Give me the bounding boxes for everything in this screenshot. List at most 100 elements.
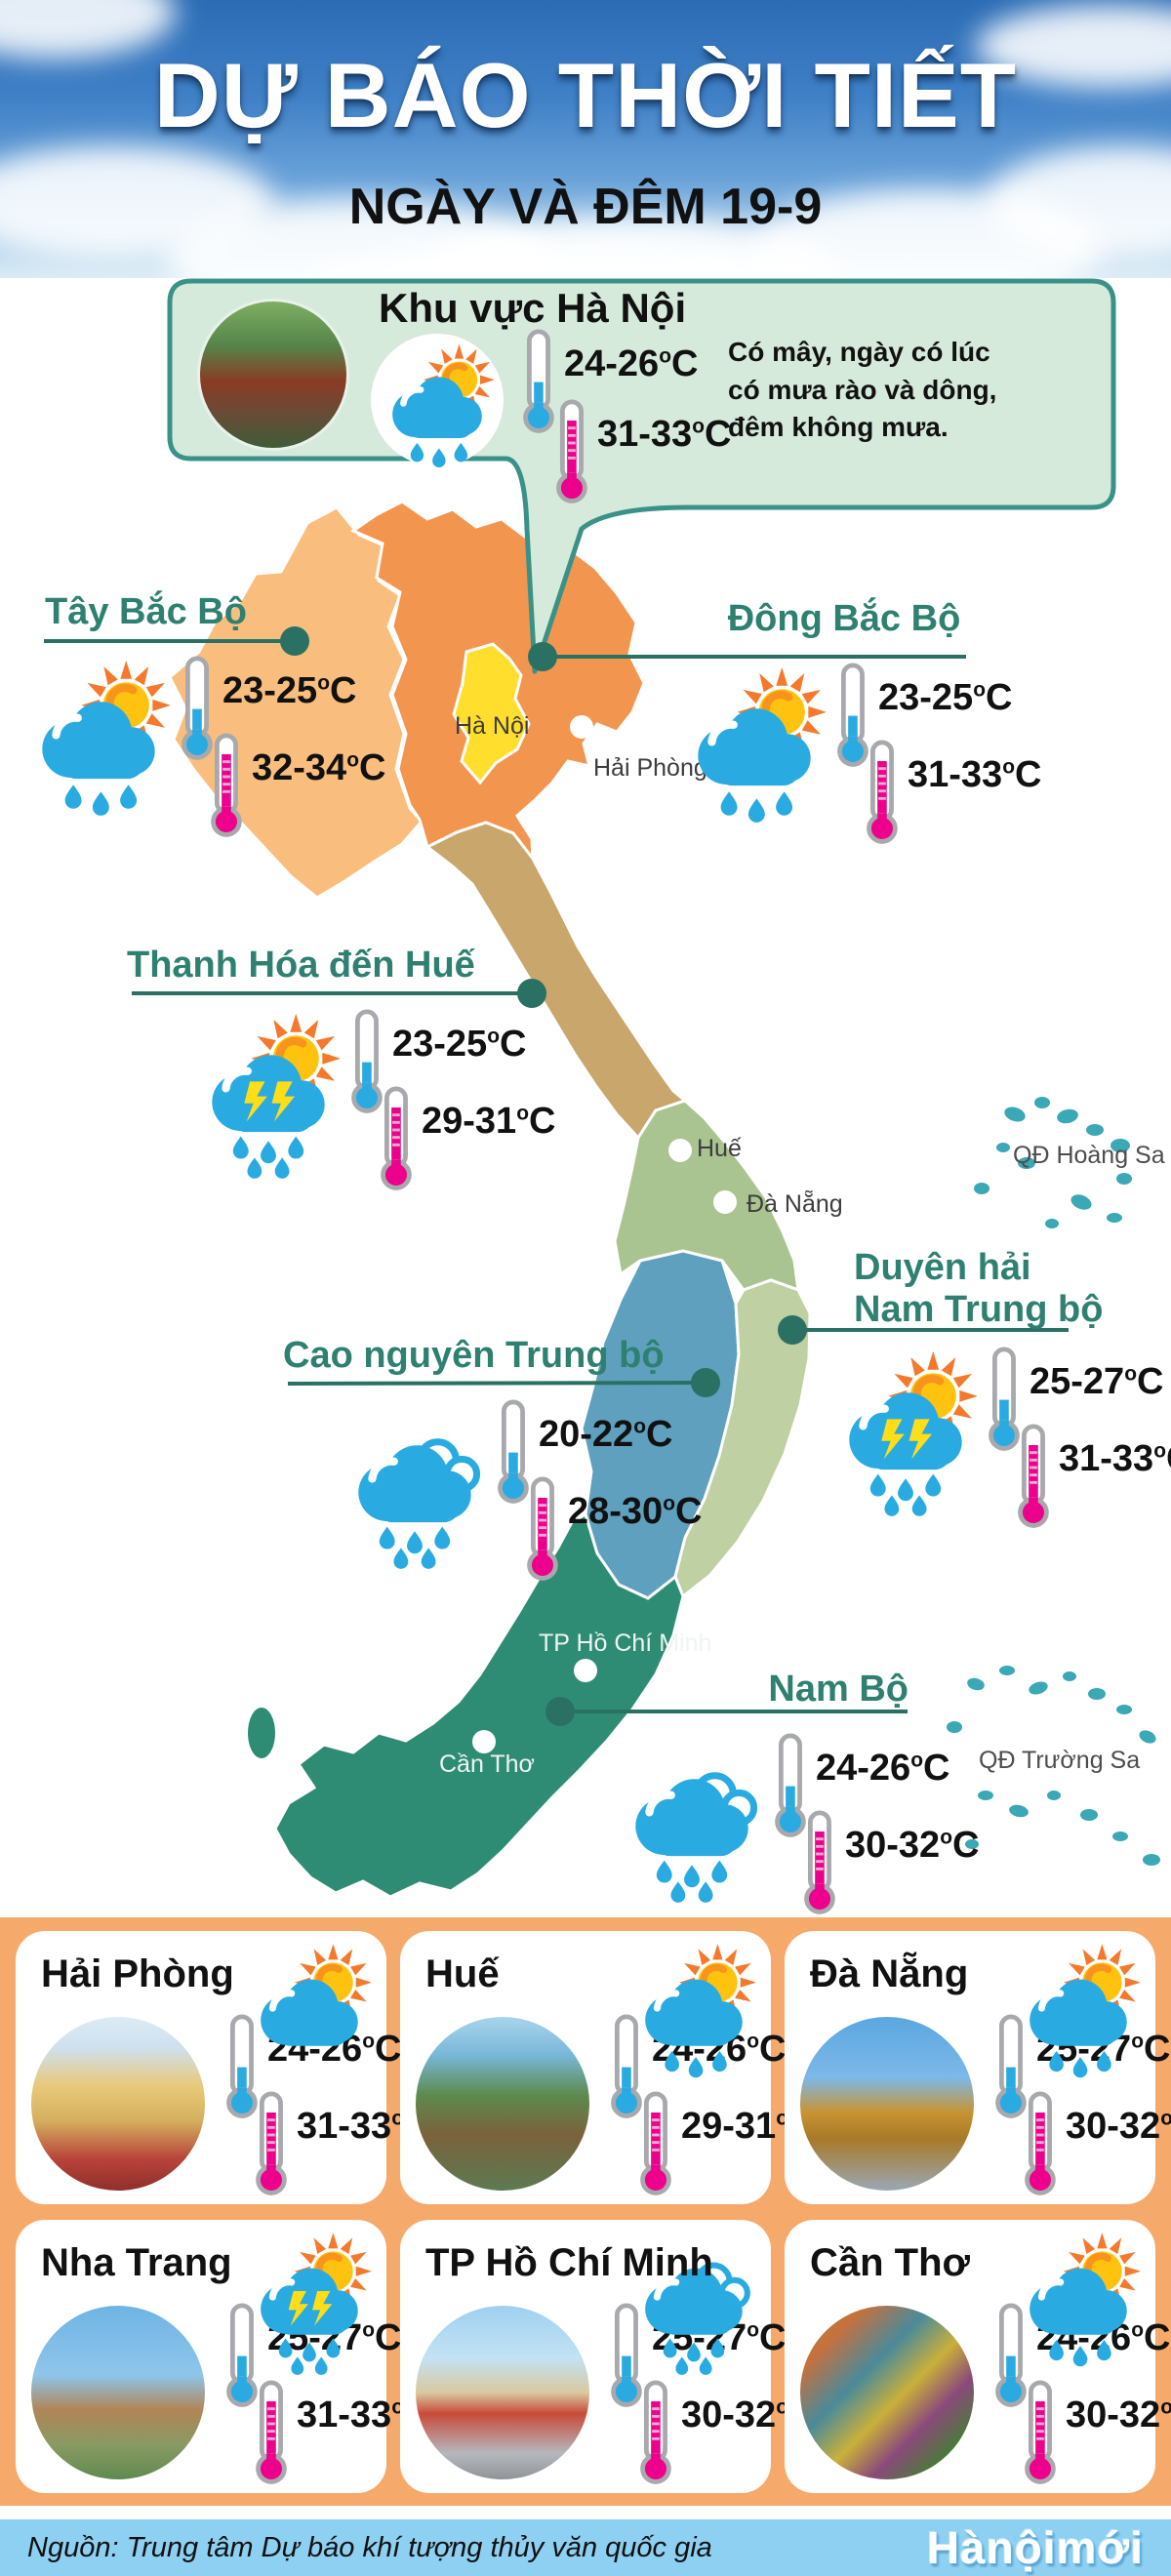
thermometer-day-icon [219, 2302, 263, 2408]
hanoi-callout-title: Khu vực Hà Nội [379, 285, 687, 331]
day-temperature: 25-27oC [1030, 1361, 1164, 1403]
night-temp-row: 31-33oC [1010, 1423, 1171, 1529]
sun-cloud-storm-rain-icon [197, 1008, 340, 1181]
night-temp-row: 31-33oC [859, 739, 1041, 845]
city-dots [472, 715, 737, 1753]
cloud-rain-icon [343, 1398, 486, 1571]
thermometer-night-icon [248, 2090, 293, 2196]
hoang-sa-islands [974, 1097, 1132, 1228]
map-label-truong-sa: QĐ Trường Sa [979, 1747, 1140, 1774]
hanoimoi-logo: Hànộimới [926, 2522, 1144, 2573]
dot-hue [668, 1139, 692, 1162]
night-temperature: 32-34oC [252, 746, 386, 788]
dot-hai-phong [570, 715, 593, 739]
day-temperature: 24-26oC [816, 1747, 950, 1789]
region-connectors [44, 639, 1069, 1713]
thermometer-day-icon [174, 655, 219, 761]
region-shape-nam-bo [273, 1511, 685, 1899]
map-section: Hà Nội Hải Phòng Huế Đà Nẵng TP Hồ Chí M… [0, 273, 1171, 1917]
map-label-hue: Huế [697, 1135, 742, 1162]
thermometer-night-icon [859, 739, 904, 845]
day-temp-row: 23-25oC [174, 655, 385, 761]
page-subtitle: NGÀY VÀ ĐÊM 19-9 [348, 179, 823, 235]
region-label: Đông Bắc Bộ [727, 598, 961, 639]
region-forecast: 20-22oC 28-30oC [343, 1398, 702, 1583]
night-temp-row: 32-34oC [203, 732, 385, 838]
thermometer-night-icon [796, 1809, 841, 1915]
thermometer-night-icon [519, 1475, 564, 1582]
region-shape-ha-noi [452, 642, 531, 785]
thermometer-day-icon [219, 2013, 263, 2119]
sun-cloud-rain-icon [683, 662, 826, 834]
thermometer-night-icon [373, 1085, 418, 1191]
day-temperature: 23-25oC [878, 676, 1013, 718]
tp-ho-chi-minh-photo [416, 2306, 589, 2479]
thermometer-night-icon [248, 2379, 293, 2485]
region-block-thanh-hoa-den-hue: Thanh Hóa đến Huế 23-25oC 29-31oC [115, 945, 555, 1191]
dot-tay-bac [280, 626, 309, 656]
dot-tp-ho-chi-minh [574, 1659, 597, 1682]
dot-cao-nguyen [691, 1368, 720, 1397]
sky-header: DỰ BÁO THỜI TIẾT NGÀY VÀ ĐÊM 19-9 [0, 0, 1171, 278]
map-label-tp-ho-chi-minh: TP Hồ Chí Minh [539, 1630, 711, 1657]
sun-cloud-rain-icon [381, 340, 494, 476]
region-block-cao-nguyen-trung-bo: Cao nguyên Trung bộ 20-22oC 28-30oC [283, 1335, 702, 1583]
sun-cloud-rain-icon [1017, 2228, 1140, 2376]
night-temperature: 31-33oC [1059, 1438, 1171, 1480]
day-temp-row: 23-25oC [343, 1008, 555, 1114]
region-block-duyen-hai-nam-trung-bo: Duyên hải Nam Trung bộ 25-27oC 31-33oC [834, 1247, 1171, 1530]
night-temperature: 30-32oC [845, 1824, 980, 1866]
day-temperature: 24-26oC [564, 343, 699, 384]
region-connector-dots [280, 626, 807, 1726]
thermometer-night-icon [632, 2379, 677, 2485]
thermometer-day-icon [988, 2013, 1032, 2119]
region-label: Duyên hải Nam Trung bộ [854, 1247, 1104, 1330]
phu-quoc-island [248, 1708, 275, 1758]
sun-cloud-rain-icon [632, 1939, 755, 2087]
city-card-da-nang: Đà Nẵng 25-27oC 30-32oC [785, 1931, 1171, 2204]
map-label-hai-phong: Hải Phòng [593, 754, 707, 782]
city-card-hue: Huế 24-26oC 29-31oC [400, 1931, 815, 2204]
nha-trang-photo [31, 2306, 205, 2479]
dot-nam-bo [545, 1697, 575, 1726]
day-temperature: 20-22oC [539, 1413, 673, 1455]
thermometer-day-icon [343, 1008, 388, 1114]
region-block-tay-bac-bo: Tây Bắc Bộ 23-25oC 32-34oC [27, 591, 385, 838]
city-name: Cần Thơ [810, 2241, 970, 2284]
thermometer-night-icon [1017, 2090, 1062, 2196]
day-temp-row: 24-26oC [515, 328, 698, 434]
region-forecast: 24-26oC 30-32oC [621, 1732, 979, 1916]
region-label: Tây Bắc Bộ [45, 591, 247, 632]
map-label-da-nang: Đà Nẵng [747, 1189, 843, 1218]
day-temperature: 23-25oC [222, 669, 357, 711]
thermometer-night-icon [1010, 1423, 1055, 1529]
sun-cloud-storm-rain-icon [834, 1346, 977, 1518]
sun-cloud-icon [248, 1939, 371, 2087]
city-card-can-tho: Cần Thơ 24-26oC 30-32oC [785, 2220, 1171, 2493]
thermometer-day-icon [981, 1346, 1026, 1452]
city-card-hai-phong: Hải Phòng 24-26oC 31-33oC [16, 1931, 430, 2204]
thermometer-day-icon [603, 2302, 648, 2408]
hanoi-forecast-description: Có mây, ngày có lúc có mưa rào và dông, … [728, 337, 997, 443]
region-forecast: 23-25oC 31-33oC [683, 662, 1041, 846]
region-block-dong-bac-bo: Đông Bắc Bộ 23-25oC 31-33oC [683, 598, 1041, 846]
can-tho-photo [800, 2306, 974, 2479]
night-temp-row: 30-32oC [1017, 2090, 1171, 2196]
night-temperature: 28-30oC [568, 1490, 703, 1532]
footer: Nguồn: Trung tâm Dự báo khí tượng thủy v… [0, 2519, 1171, 2576]
hue-photo [416, 2017, 589, 2191]
region-label: Nam Bộ [768, 1669, 909, 1710]
city-card-tp-ho-chi-minh: TP Hồ Chí Minh 25-27oC 30-32oC [400, 2220, 815, 2493]
city-card-nha-trang: Nha Trang 25-27oC 31-33oC [16, 2220, 430, 2493]
dot-thanh-hoa-hue [517, 979, 546, 1008]
dot-da-nang [713, 1190, 737, 1214]
city-cards-section: Hải Phòng 24-26oC 31-33oC Huế [0, 1917, 1171, 2506]
map-label-can-tho: Cần Thơ [439, 1751, 535, 1778]
dot-can-tho [472, 1730, 496, 1753]
map-label-hoang-sa: QĐ Hoàng Sa [1013, 1142, 1165, 1169]
region-label: Thanh Hóa đến Huế [127, 945, 475, 986]
day-temperature: 23-25oC [392, 1023, 527, 1065]
city-name: Hải Phòng [41, 1952, 234, 1995]
thermometer-day-icon [515, 328, 560, 434]
